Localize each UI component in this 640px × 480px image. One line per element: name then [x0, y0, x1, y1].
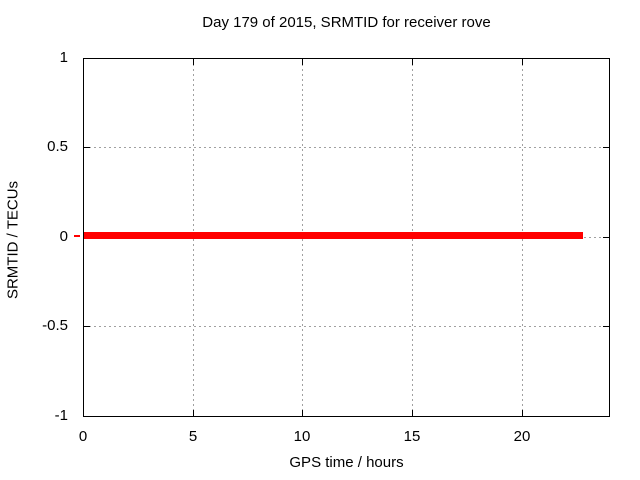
y-tick-label: 0.5: [47, 138, 68, 155]
x-tick-mark: [302, 410, 303, 416]
y-tick-mark: [603, 326, 609, 327]
x-tick-label: 10: [293, 428, 311, 445]
y-tick-label: -0.5: [42, 317, 68, 334]
horizontal-gridline: [84, 326, 609, 327]
y-tick-label: -1: [54, 407, 68, 424]
chart-title: Day 179 of 2015, SRMTID for receiver rov…: [202, 14, 491, 31]
horizontal-gridline: [84, 147, 609, 148]
y-tick-mark: [84, 326, 90, 327]
x-tick-mark: [412, 59, 413, 65]
series-line-left-cap: [74, 235, 80, 237]
x-tick-mark: [412, 410, 413, 416]
x-tick-label: 20: [513, 428, 531, 445]
y-tick-mark: [603, 237, 609, 238]
x-tick-label: 15: [403, 428, 421, 445]
series-line-srmtid: [84, 232, 583, 239]
x-tick-mark: [522, 410, 523, 416]
y-tick-label: 1: [59, 49, 68, 66]
x-tick-mark: [522, 59, 523, 65]
y-tick-mark: [84, 147, 90, 148]
x-tick-mark: [193, 59, 194, 65]
plot-area: [83, 58, 610, 417]
x-axis-label: GPS time / hours: [289, 454, 404, 471]
x-tick-label: 0: [78, 428, 88, 445]
x-tick-mark: [302, 59, 303, 65]
x-tick-label: 5: [188, 428, 198, 445]
x-tick-mark: [193, 410, 194, 416]
y-tick-mark: [603, 147, 609, 148]
y-tick-label: 0: [59, 228, 68, 245]
